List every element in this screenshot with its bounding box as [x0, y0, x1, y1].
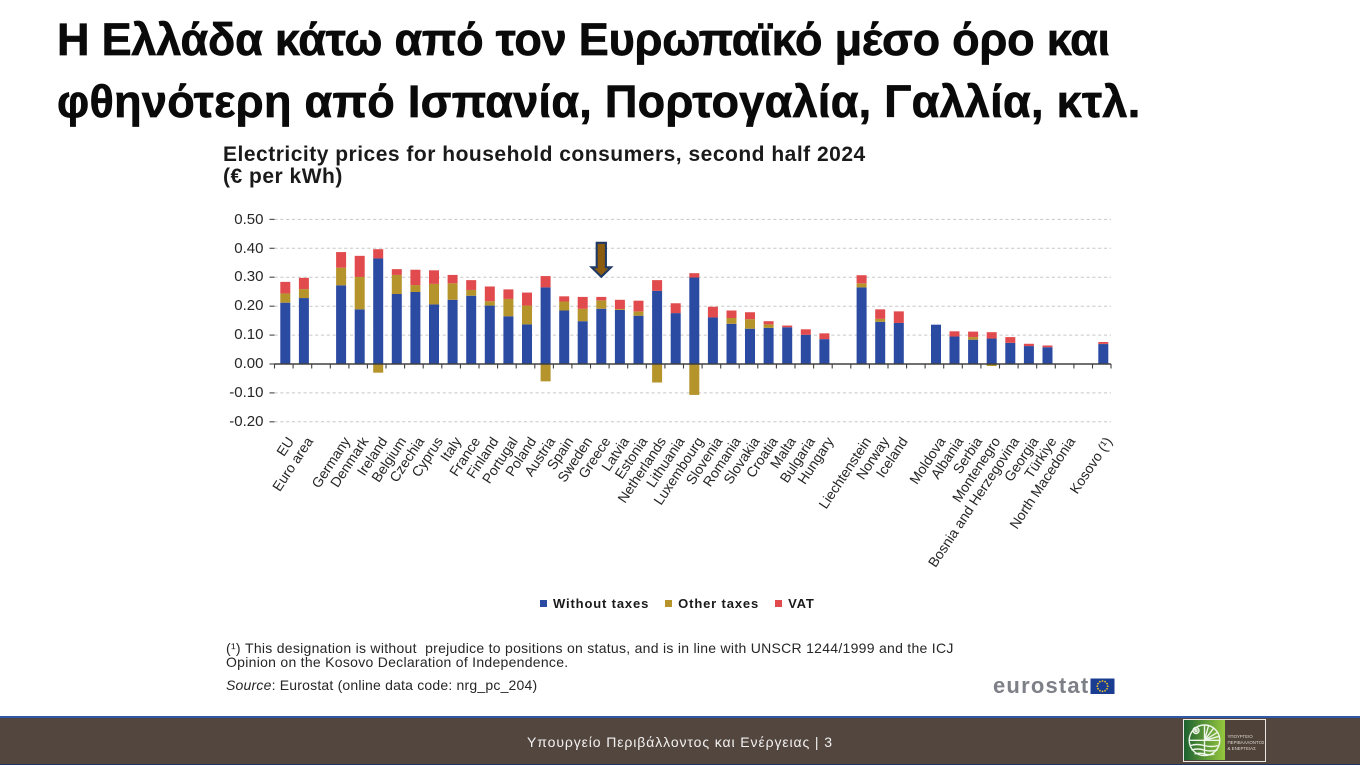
- svg-text:& ΕΝΕΡΓΕΙΑΣ: & ΕΝΕΡΓΕΙΑΣ: [1228, 746, 1257, 751]
- svg-text:ΥΠΟΥΡΓΕΙΟ: ΥΠΟΥΡΓΕΙΟ: [1228, 734, 1254, 739]
- svg-text:ΠΕΡΙΒΑΛΛΟΝΤΟΣ: ΠΕΡΙΒΑΛΛΟΝΤΟΣ: [1228, 740, 1265, 745]
